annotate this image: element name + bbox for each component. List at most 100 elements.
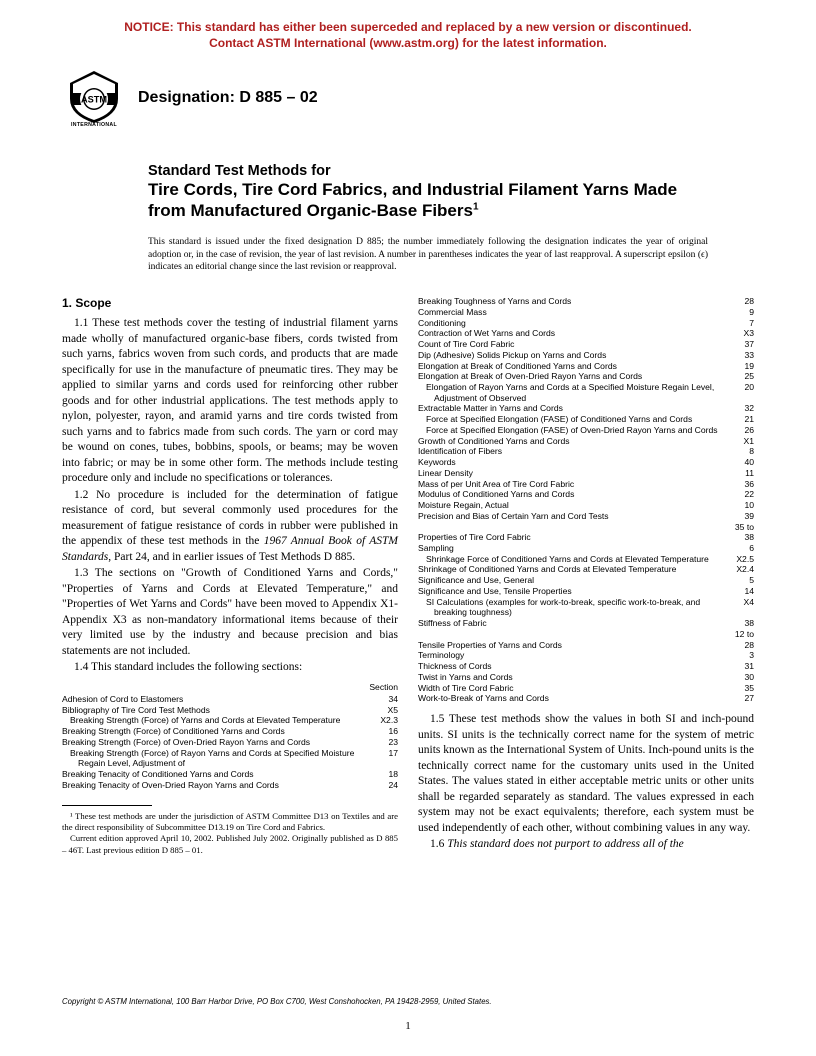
toc-section-num: 19 bbox=[726, 361, 754, 372]
toc-row: Keywords40 bbox=[418, 457, 754, 468]
toc-section-num: 38 bbox=[726, 618, 754, 629]
toc-row: Terminology3 bbox=[418, 650, 754, 661]
toc-row: SI Calculations (examples for work-to-br… bbox=[418, 597, 754, 618]
page-number: 1 bbox=[0, 1020, 816, 1032]
toc-label: Breaking Strength (Force) of Rayon Yarns… bbox=[62, 748, 370, 769]
toc-label: Adhesion of Cord to Elastomers bbox=[62, 694, 370, 705]
toc-section-num: 5 bbox=[726, 575, 754, 586]
toc-section-num: 18 bbox=[370, 769, 398, 780]
toc-row: Extractable Matter in Yarns and Cords32 bbox=[418, 403, 754, 414]
toc-row: Shrinkage Force of Conditioned Yarns and… bbox=[418, 554, 754, 565]
toc-label: Keywords bbox=[418, 457, 726, 468]
toc-row: Mass of per Unit Area of Tire Cord Fabri… bbox=[418, 479, 754, 490]
para-1-3: 1.3 The sections on "Growth of Condition… bbox=[62, 566, 398, 659]
toc-label: Count of Tire Cord Fabric bbox=[418, 339, 726, 350]
toc-label: Sampling bbox=[418, 543, 726, 554]
toc-label: Breaking Strength (Force) of Oven-Dried … bbox=[62, 737, 370, 748]
footnote-2: Current edition approved April 10, 2002.… bbox=[62, 833, 398, 856]
toc-row: Identification of Fibers8 bbox=[418, 446, 754, 457]
footnote-1: ¹ These test methods are under the juris… bbox=[62, 811, 398, 834]
toc-label: Tensile Properties of Yarns and Cords bbox=[418, 640, 726, 651]
toc-header: Section bbox=[62, 682, 398, 692]
toc-section-num: 26 bbox=[726, 425, 754, 436]
astm-logo: ASTM INTERNATIONAL bbox=[62, 69, 126, 127]
toc-label: Significance and Use, Tensile Properties bbox=[418, 586, 726, 597]
toc-label: Breaking Tenacity of Conditioned Yarns a… bbox=[62, 769, 370, 780]
toc-section-num: 31 bbox=[726, 661, 754, 672]
right-column: Breaking Toughness of Yarns and Cords28C… bbox=[418, 296, 754, 856]
toc-row: Significance and Use, General5 bbox=[418, 575, 754, 586]
toc-section-num: 21 bbox=[726, 414, 754, 425]
toc-row: Work-to-Break of Yarns and Cords27 bbox=[418, 693, 754, 704]
toc-section-num: 20 bbox=[726, 382, 754, 393]
toc-section-num: X1 bbox=[726, 436, 754, 447]
toc-label: Elongation at Break of Conditioned Yarns… bbox=[418, 361, 726, 372]
toc-label: Shrinkage of Conditioned Yarns and Cords… bbox=[418, 564, 726, 575]
toc-label: Elongation at Break of Oven-Dried Rayon … bbox=[418, 371, 726, 382]
toc-row: Breaking Strength (Force) of Rayon Yarns… bbox=[62, 748, 398, 769]
footnote-rule bbox=[62, 805, 152, 806]
toc-row: Conditioning7 bbox=[418, 318, 754, 329]
toc-row: Moisture Regain, Actual10 bbox=[418, 500, 754, 511]
toc-label: Work-to-Break of Yarns and Cords bbox=[418, 693, 726, 704]
toc-section-num: 36 bbox=[726, 479, 754, 490]
toc-label: Identification of Fibers bbox=[418, 446, 726, 457]
designation: Designation: D 885 – 02 bbox=[138, 89, 318, 107]
toc-row: Properties of Tire Cord Fabric38 bbox=[418, 532, 754, 543]
toc-row: Bibliography of Tire Cord Test MethodsX5 bbox=[62, 705, 398, 716]
notice-line-2: Contact ASTM International (www.astm.org… bbox=[209, 36, 607, 50]
toc-section-num: 37 bbox=[726, 339, 754, 350]
toc-section-num: 28 bbox=[726, 296, 754, 307]
para-1-6: 1.6 This standard does not purport to ad… bbox=[418, 837, 754, 853]
para-1-4: 1.4 This standard includes the following… bbox=[62, 660, 398, 676]
toc-row: Force at Specified Elongation (FASE) of … bbox=[418, 414, 754, 425]
header-row: ASTM INTERNATIONAL Designation: D 885 – … bbox=[0, 69, 816, 127]
toc-label: Dip (Adhesive) Solids Pickup on Yarns an… bbox=[418, 350, 726, 361]
toc-section-num: 35 bbox=[726, 683, 754, 694]
toc-label: Elongation of Rayon Yarns and Cords at a… bbox=[418, 382, 726, 403]
toc-row: Force at Specified Elongation (FASE) of … bbox=[418, 425, 754, 436]
toc-label: Shrinkage Force of Conditioned Yarns and… bbox=[418, 554, 726, 565]
toc-section-num: X5 bbox=[370, 705, 398, 716]
toc-label: Breaking Strength (Force) of Yarns and C… bbox=[62, 715, 370, 726]
toc-label: Thickness of Cords bbox=[418, 661, 726, 672]
toc-section-num: 32 bbox=[726, 403, 754, 414]
toc-section-num: 14 bbox=[726, 586, 754, 597]
toc-label: Extractable Matter in Yarns and Cords bbox=[418, 403, 726, 414]
toc-section-num: 11 bbox=[726, 468, 754, 479]
toc-row: Commercial Mass9 bbox=[418, 307, 754, 318]
toc-label: Moisture Regain, Actual bbox=[418, 500, 726, 511]
logo-text-bottom: INTERNATIONAL bbox=[71, 122, 117, 127]
toc-row: Modulus of Conditioned Yarns and Cords22 bbox=[418, 489, 754, 500]
toc-section-num: 17 bbox=[370, 748, 398, 759]
toc-label: Modulus of Conditioned Yarns and Cords bbox=[418, 489, 726, 500]
toc-section-num: 39 bbox=[726, 511, 754, 522]
toc-section-num: X3 bbox=[726, 328, 754, 339]
toc-label: Bibliography of Tire Cord Test Methods bbox=[62, 705, 370, 716]
logo-text-top: ASTM bbox=[81, 95, 107, 105]
toc-label: Commercial Mass bbox=[418, 307, 726, 318]
notice-line-1: NOTICE: This standard has either been su… bbox=[124, 20, 691, 34]
title-main: Tire Cords, Tire Cord Fabrics, and Indus… bbox=[148, 179, 708, 222]
toc-label: Force at Specified Elongation (FASE) of … bbox=[418, 414, 726, 425]
toc-row: Breaking Toughness of Yarns and Cords28 bbox=[418, 296, 754, 307]
toc-row: Growth of Conditioned Yarns and CordsX1 bbox=[418, 436, 754, 447]
toc-row: Thickness of Cords31 bbox=[418, 661, 754, 672]
toc-section-num: X4 bbox=[726, 597, 754, 608]
title-pre: Standard Test Methods for bbox=[148, 163, 708, 179]
toc-row: Dip (Adhesive) Solids Pickup on Yarns an… bbox=[418, 350, 754, 361]
para-1-2: 1.2 No procedure is included for the det… bbox=[62, 488, 398, 566]
toc-section-num: 33 bbox=[726, 350, 754, 361]
toc-section-num: 30 bbox=[726, 672, 754, 683]
toc-label: Significance and Use, General bbox=[418, 575, 726, 586]
toc-label: Force at Specified Elongation (FASE) of … bbox=[418, 425, 726, 436]
toc-section-num: 8 bbox=[726, 446, 754, 457]
toc-section-num: 25 bbox=[726, 371, 754, 382]
toc-section-num: X2.3 bbox=[370, 715, 398, 726]
toc-label: Breaking Strength (Force) of Conditioned… bbox=[62, 726, 370, 737]
notice-banner: NOTICE: This standard has either been su… bbox=[0, 0, 816, 51]
toc-row: Width of Tire Cord Fabric35 bbox=[418, 683, 754, 694]
toc-row: Shrinkage of Conditioned Yarns and Cords… bbox=[418, 564, 754, 575]
toc-row: Tensile Properties of Yarns and Cords28 bbox=[418, 640, 754, 651]
toc-label: Terminology bbox=[418, 650, 726, 661]
